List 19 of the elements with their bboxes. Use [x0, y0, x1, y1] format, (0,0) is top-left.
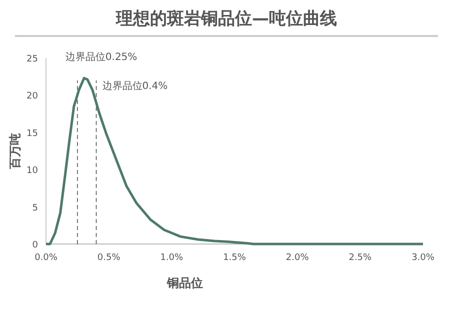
x-tick-label: 2.0% [286, 253, 310, 263]
x-tick-label: 0.5% [97, 253, 121, 263]
y-tick-label: 25 [26, 54, 38, 64]
x-tick-label: 1.0% [160, 253, 184, 263]
y-tick-label: 15 [26, 128, 38, 139]
y-tick-label: 20 [26, 92, 38, 102]
chart-title: 理想的斑岩铜品位—吨位曲线 [115, 9, 337, 29]
y-tick-label: 5 [32, 203, 38, 214]
y-axis-title: 百万吨 [8, 133, 22, 170]
x-tick-label: 3.0% [412, 253, 435, 263]
ref-line-label: 边界品位0.25% [65, 51, 138, 63]
y-tick-label: 10 [26, 166, 38, 176]
y-tick-label: 0 [32, 240, 38, 250]
x-tick-label: 1.5% [223, 253, 246, 263]
x-axis-title: 铜品位 [166, 276, 203, 290]
ref-line-label: 边界品位0.4% [102, 80, 168, 92]
x-tick-label: 0.0% [34, 253, 58, 263]
line-series [44, 76, 424, 246]
x-tick-label: 2.5% [348, 253, 372, 263]
